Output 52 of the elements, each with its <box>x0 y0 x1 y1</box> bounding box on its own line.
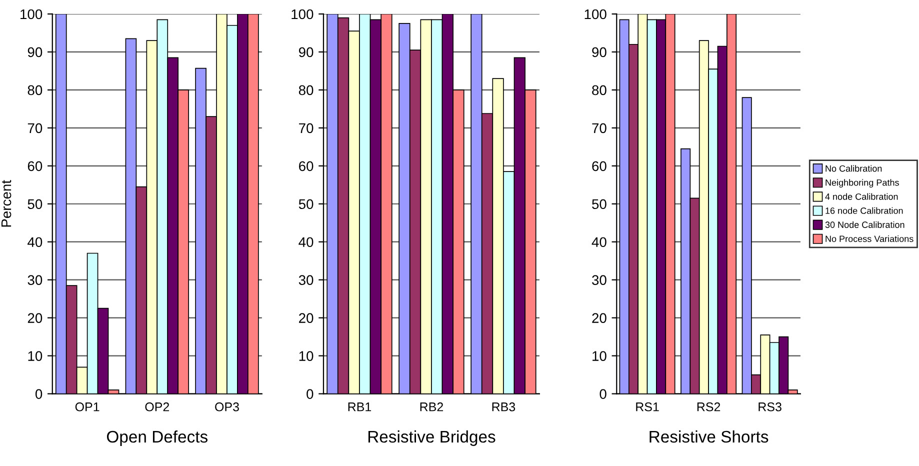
y-tick-label: 30 <box>298 275 314 285</box>
x-tick-label: RB2 <box>420 402 443 412</box>
legend-label: Neighboring Paths <box>826 179 899 188</box>
y-tick-label: 100 <box>292 9 314 20</box>
y-tick-label: 100 <box>20 9 42 20</box>
y-tick-label: 10 <box>299 351 314 361</box>
x-tick-label: OP2 <box>145 402 170 412</box>
x-axis-title: Resistive Bridges <box>368 430 496 446</box>
y-tick-label: 0 <box>600 389 606 399</box>
y-tick-label: 90 <box>28 47 42 58</box>
x-axis-title: Open Defects <box>106 430 208 446</box>
y-tick-label: 50 <box>298 199 314 210</box>
y-tick-label: 50 <box>592 199 606 210</box>
legend-label: 30 Node Calibration <box>825 221 904 228</box>
y-tick-label: 30 <box>592 275 606 285</box>
y-tick-label: 20 <box>592 313 606 323</box>
x-tick-label: RS2 <box>697 402 720 412</box>
y-tick-label: 10 <box>28 351 42 361</box>
y-tick-label: 80 <box>28 85 42 96</box>
y-tick-label: 40 <box>28 237 42 248</box>
y-tick-label: 40 <box>298 237 314 248</box>
y-tick-label: 70 <box>299 123 314 134</box>
y-tick-label: 90 <box>298 47 314 58</box>
x-tick-label: RS3 <box>758 402 782 412</box>
legend-label: No Process Variations <box>826 235 914 242</box>
x-tick-label: RS1 <box>636 402 659 412</box>
y-tick-label: 60 <box>592 161 606 172</box>
y-tick-label: 60 <box>28 161 42 172</box>
y-tick-label: 80 <box>592 85 606 96</box>
x-axis-title: Resistive Shorts <box>650 430 768 443</box>
legend-label: No Calibration <box>826 165 882 172</box>
y-tick-label: 60 <box>299 161 314 172</box>
y-tick-label: 20 <box>28 313 42 323</box>
y-tick-label: 90 <box>592 47 606 58</box>
y-tick-label: 0 <box>35 389 42 399</box>
y-tick-label: 20 <box>299 313 314 323</box>
x-tick-label: OP1 <box>75 402 100 412</box>
y-tick-label: 70 <box>592 123 606 134</box>
legend-label: 16 node Calibration <box>826 207 903 214</box>
y-tick-label: 80 <box>298 85 314 96</box>
y-tick-label: 30 <box>28 275 42 285</box>
x-tick-label: OP3 <box>215 402 239 412</box>
x-tick-label: RB3 <box>492 402 516 412</box>
y-tick-label: 0 <box>306 389 314 399</box>
y-tick-label: 10 <box>592 351 606 361</box>
y-tick-label: 100 <box>584 9 606 20</box>
legend-label: 4 node Calibration <box>825 193 898 200</box>
y-tick-label: 70 <box>28 123 42 134</box>
y-axis-title: Percent <box>2 180 12 227</box>
y-tick-label: 50 <box>28 199 42 210</box>
y-tick-label: 40 <box>592 237 606 248</box>
x-tick-label: RB1 <box>348 402 372 412</box>
